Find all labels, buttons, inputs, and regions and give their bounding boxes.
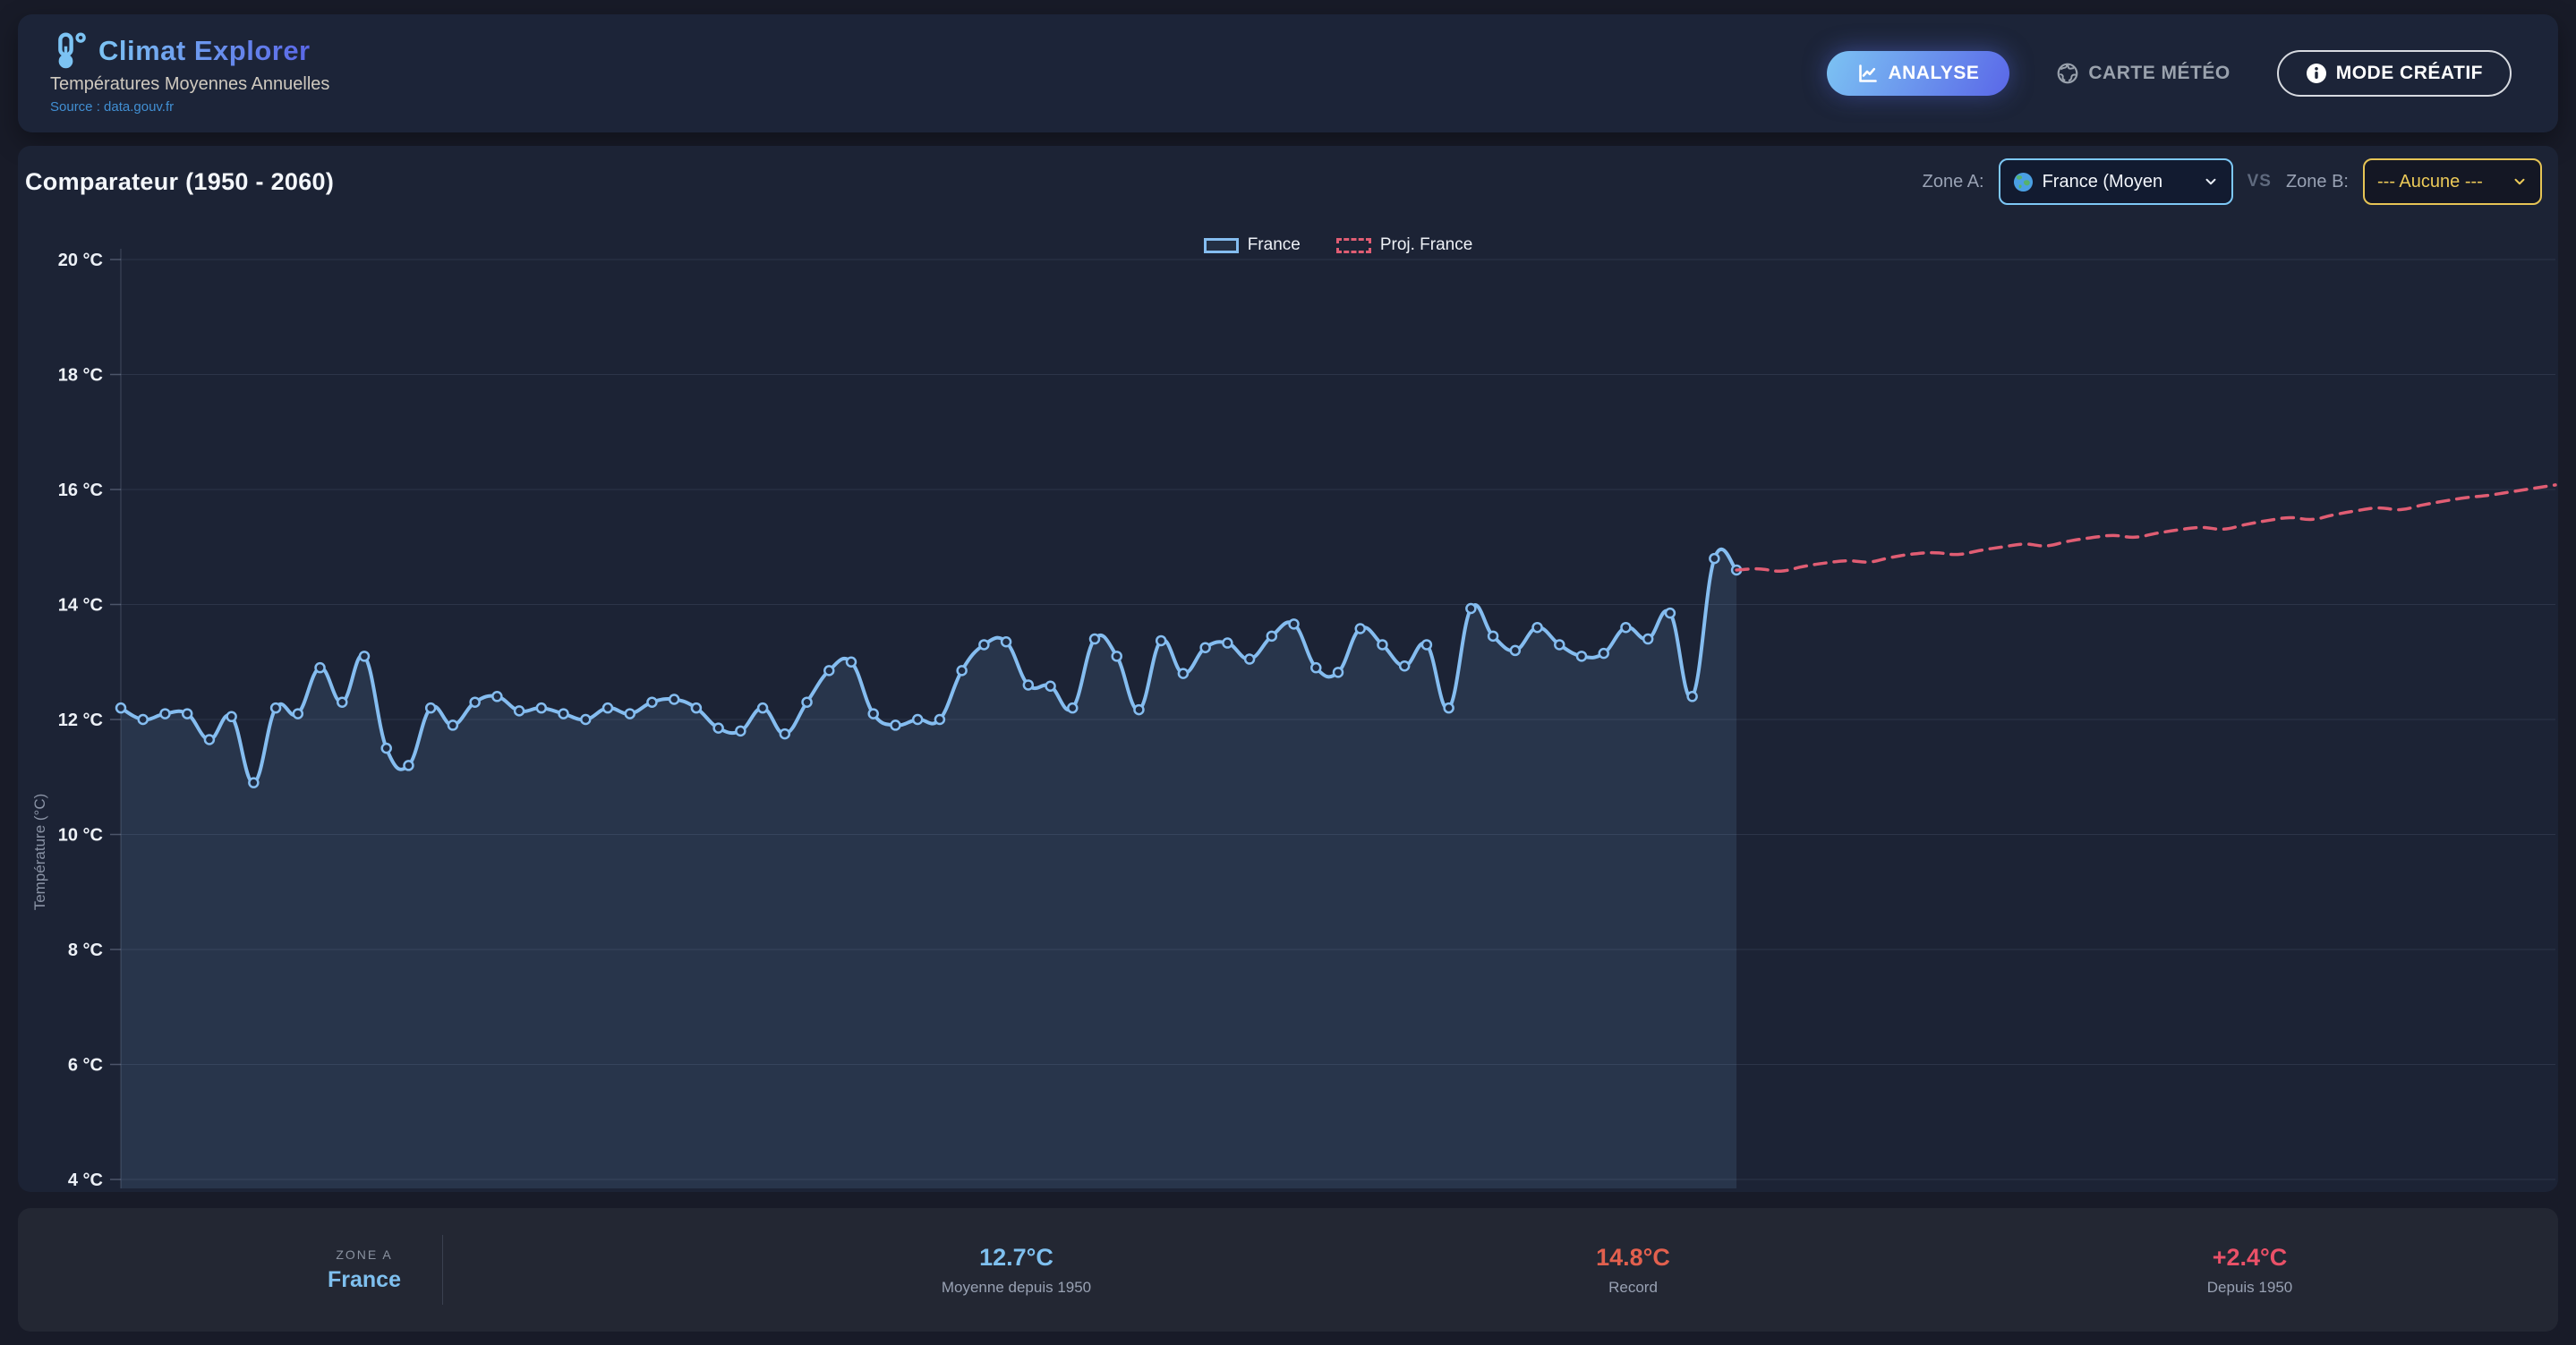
- zone-a-value: France (Moyen: [2042, 171, 2163, 192]
- comparator-header: Comparateur (1950 - 2060) Zone A: France…: [18, 146, 2558, 212]
- chart-legend: France Proj. France: [121, 235, 2555, 255]
- zone-b-select[interactable]: --- Aucune ---: [2363, 158, 2542, 205]
- stats-row: 12.7°C Moyenne depuis 1950 14.8°C Record…: [708, 1244, 2558, 1297]
- svg-text:12 °C: 12 °C: [58, 711, 103, 730]
- mode-creatif-label: MODE CRÉATIF: [2335, 63, 2483, 83]
- chevron-down-icon: [2205, 178, 2216, 185]
- zone-a-select[interactable]: France (Moyen: [1998, 158, 2233, 205]
- zone-a-label: Zone A:: [1922, 171, 1984, 192]
- thermometer-icon: [58, 32, 86, 69]
- svg-text:4 °C: 4 °C: [68, 1170, 103, 1190]
- legend-label: Proj. France: [1379, 235, 1473, 254]
- legend-swatch-dashed: [1335, 237, 1371, 253]
- stat-record: 14.8°C Record: [1325, 1244, 1941, 1297]
- svg-text:Température (°C): Température (°C): [31, 794, 48, 911]
- stats-bar: ZONE A France 12.7°C Moyenne depuis 1950…: [18, 1208, 2558, 1332]
- svg-text:8 °C: 8 °C: [68, 941, 103, 960]
- legend-swatch-solid: [1203, 237, 1239, 253]
- app-header: Climat Explorer Températures Moyennes An…: [18, 14, 2558, 132]
- info-icon: [2306, 64, 2326, 83]
- brand-block: Climat Explorer Températures Moyennes An…: [50, 32, 329, 115]
- vs-label: VS: [2247, 172, 2272, 191]
- stat-average-value: 12.7°C: [979, 1243, 1053, 1271]
- stat-delta-label: Depuis 1950: [2206, 1278, 2293, 1296]
- zone-a-summary: ZONE A France: [18, 1247, 442, 1293]
- svg-text:6 °C: 6 °C: [68, 1056, 103, 1076]
- divider: [442, 1235, 443, 1305]
- zone-a-eyebrow: ZONE A: [336, 1247, 393, 1262]
- chart-canvas: 4 °C 6 °C 8 °C 10 °C 12 °C 14 °C 16 °C 18 °C 20 …: [31, 249, 2557, 1190]
- legend-item-proj-france[interactable]: Proj. France: [1335, 235, 1473, 255]
- stat-delta: +2.4°C Depuis 1950: [1941, 1244, 2558, 1297]
- stat-delta-value: +2.4°C: [2212, 1243, 2288, 1271]
- temperature-chart[interactable]: 4 °C 6 °C 8 °C 10 °C 12 °C 14 °C 16 °C 18 °C 20 …: [18, 212, 2558, 1192]
- analyse-button[interactable]: ANALYSE: [1827, 51, 2010, 96]
- data-source-link[interactable]: Source : data.gouv.fr: [50, 99, 175, 115]
- zone-b-value: --- Aucune ---: [2377, 171, 2483, 192]
- svg-text:16 °C: 16 °C: [58, 481, 103, 500]
- carte-meteo-label: CARTE MÉTÉO: [2088, 63, 2231, 83]
- svg-text:10 °C: 10 °C: [58, 826, 103, 846]
- legend-label: France: [1247, 235, 1301, 254]
- zone-controls: Zone A: France (Moyen VS Zone B: --- Auc…: [1923, 158, 2542, 205]
- app-title: Climat Explorer: [98, 35, 311, 66]
- stat-record-value: 14.8°C: [1596, 1243, 1670, 1271]
- comparator-panel: Comparateur (1950 - 2060) Zone A: France…: [18, 146, 2558, 1192]
- stat-record-label: Record: [1608, 1278, 1658, 1296]
- app-subtitle: Températures Moyennes Annuelles: [50, 74, 330, 94]
- svg-text:20 °C: 20 °C: [58, 251, 103, 270]
- stat-average-label: Moyenne depuis 1950: [941, 1278, 1092, 1296]
- comparator-title: Comparateur (1950 - 2060): [25, 167, 335, 195]
- stat-average: 12.7°C Moyenne depuis 1950: [708, 1244, 1325, 1297]
- chevron-down-icon: [2514, 178, 2525, 185]
- zone-a-name: France: [328, 1266, 401, 1292]
- nav-buttons: ANALYSE CARTE MÉTÉO MODE CRÉATIF: [1827, 50, 2512, 97]
- analyse-label: ANALYSE: [1888, 63, 1980, 83]
- globe-icon: [2058, 63, 2078, 84]
- carte-meteo-button[interactable]: CARTE MÉTÉO: [2056, 62, 2230, 85]
- svg-text:14 °C: 14 °C: [58, 596, 103, 616]
- mode-creatif-button[interactable]: MODE CRÉATIF: [2276, 50, 2512, 97]
- line-chart-icon: [1859, 64, 1878, 82]
- svg-text:18 °C: 18 °C: [58, 366, 103, 386]
- earth-icon: [2013, 172, 2033, 192]
- zone-b-label: Zone B:: [2285, 171, 2349, 192]
- legend-item-france[interactable]: France: [1203, 235, 1301, 255]
